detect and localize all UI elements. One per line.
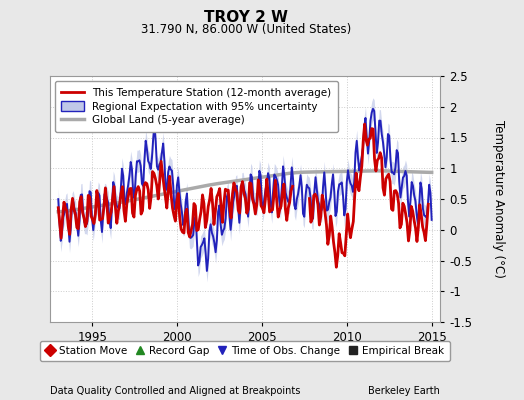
Text: 31.790 N, 86.000 W (United States): 31.790 N, 86.000 W (United States)	[141, 24, 352, 36]
Y-axis label: Temperature Anomaly (°C): Temperature Anomaly (°C)	[492, 120, 505, 278]
Legend: Station Move, Record Gap, Time of Obs. Change, Empirical Break: Station Move, Record Gap, Time of Obs. C…	[40, 341, 450, 361]
Legend: This Temperature Station (12-month average), Regional Expectation with 95% uncer: This Temperature Station (12-month avera…	[55, 81, 338, 132]
Text: Data Quality Controlled and Aligned at Breakpoints: Data Quality Controlled and Aligned at B…	[50, 386, 300, 396]
Text: Berkeley Earth: Berkeley Earth	[368, 386, 440, 396]
Text: TROY 2 W: TROY 2 W	[204, 10, 288, 26]
